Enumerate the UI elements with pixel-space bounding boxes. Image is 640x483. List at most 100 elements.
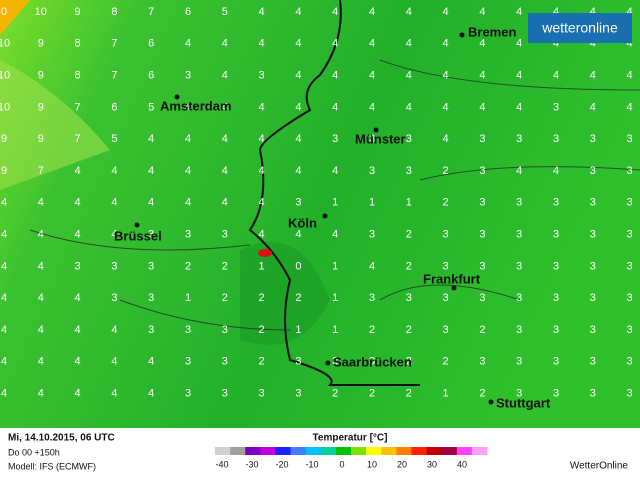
city-dot: [134, 222, 140, 228]
grid-value: 1: [443, 388, 449, 400]
color-swatch: [441, 447, 458, 455]
grid-value: 7: [111, 38, 117, 50]
grid-value: 3: [332, 356, 338, 368]
legend-tick-label: 10: [367, 459, 377, 469]
grid-value: 3: [627, 388, 633, 400]
grid-value: 4: [148, 133, 154, 145]
grid-value: 8: [111, 6, 117, 18]
grid-value: 4: [1, 292, 7, 304]
grid-value: 3: [516, 356, 522, 368]
grid-value: 4: [332, 70, 338, 82]
color-swatch: [245, 447, 261, 455]
grid-value: 4: [590, 38, 596, 50]
grid-value: 3: [148, 260, 154, 272]
color-swatch: [275, 447, 292, 455]
grid-value: 1: [332, 260, 338, 272]
grid-value: 3: [627, 133, 633, 145]
grid-value: 1: [406, 197, 412, 209]
grid-value: 4: [590, 6, 596, 18]
city-dot: [459, 32, 465, 38]
grid-value: 2: [259, 292, 265, 304]
color-swatch: [351, 447, 367, 455]
grid-value: 4: [38, 388, 44, 400]
grid-value: 4: [185, 133, 191, 145]
grid-value: 3: [369, 229, 375, 241]
grid-value: 4: [406, 70, 412, 82]
grid-value: 4: [75, 356, 81, 368]
color-swatch: [456, 447, 473, 455]
logo: wetteronline: [541, 20, 618, 36]
grid-value: 4: [259, 38, 265, 50]
grid-value: 3: [443, 324, 449, 336]
grid-value: 10: [0, 70, 10, 82]
color-swatch: [305, 447, 322, 455]
grid-value: 3: [627, 356, 633, 368]
grid-value: 4: [111, 356, 117, 368]
grid-value: 4: [516, 101, 522, 113]
grid-value: 4: [222, 165, 228, 177]
grid-value: 1: [295, 324, 301, 336]
grid-value: 3: [369, 292, 375, 304]
city-dot: [174, 94, 180, 100]
shading: [0, 60, 110, 190]
grid-value: 2: [185, 260, 191, 272]
grid-value: 4: [111, 197, 117, 209]
grid-value: 4: [1, 229, 7, 241]
city-dot: [451, 285, 457, 291]
grid-value: 3: [148, 324, 154, 336]
grid-value: 4: [369, 6, 375, 18]
grid-value: 3: [590, 133, 596, 145]
grid-value: 6: [148, 38, 154, 50]
grid-value: 4: [75, 324, 81, 336]
grid-value: 3: [369, 356, 375, 368]
grid-value: 4: [222, 133, 228, 145]
grid-value: 3: [111, 260, 117, 272]
grid-value: 4: [111, 165, 117, 177]
city-dot: [373, 127, 379, 133]
grid-value: 3: [185, 356, 191, 368]
grid-value: 4: [148, 197, 154, 209]
grid-value: 4: [259, 133, 265, 145]
city-dot: [488, 399, 494, 405]
grid-value: 2: [222, 260, 228, 272]
warm-spot: [258, 249, 272, 257]
grid-value: 10: [35, 6, 47, 18]
legend-tick-label: -20: [275, 459, 288, 469]
grid-value: 3: [148, 229, 154, 241]
grid-value: 2: [406, 388, 412, 400]
grid-value: 3: [627, 292, 633, 304]
grid-value: 3: [369, 165, 375, 177]
grid-value: 3: [222, 356, 228, 368]
grid-value: 3: [295, 388, 301, 400]
grid-value: 4: [295, 165, 301, 177]
grid-value: 3: [185, 229, 191, 241]
grid-value: 2: [479, 324, 485, 336]
grid-value: 3: [590, 324, 596, 336]
legend-tick-label: -30: [245, 459, 258, 469]
shading: [240, 241, 330, 345]
color-swatch: [335, 447, 352, 455]
grid-value: 2: [332, 388, 338, 400]
grid-value: 3: [111, 292, 117, 304]
grid-value: 2: [443, 165, 449, 177]
grid-value: 2: [406, 260, 412, 272]
grid-value: 4: [443, 101, 449, 113]
grid-value: 3: [553, 101, 559, 113]
grid-value: 3: [479, 229, 485, 241]
grid-value: 6: [148, 70, 154, 82]
grid-value: 4: [369, 38, 375, 50]
grid-value: 4: [75, 197, 81, 209]
grid-value: 4: [516, 6, 522, 18]
grid-value: 4: [148, 388, 154, 400]
grid-value: 4: [553, 6, 559, 18]
grid-value: 4: [295, 70, 301, 82]
grid-value: 3: [443, 229, 449, 241]
grid-value: 7: [75, 101, 81, 113]
color-swatch: [290, 447, 307, 455]
grid-value: 4: [222, 197, 228, 209]
grid-value: 4: [75, 388, 81, 400]
grid-value: 3: [553, 197, 559, 209]
grid-value: 4: [111, 324, 117, 336]
grid-value: 1: [332, 324, 338, 336]
grid-value: 4: [111, 229, 117, 241]
